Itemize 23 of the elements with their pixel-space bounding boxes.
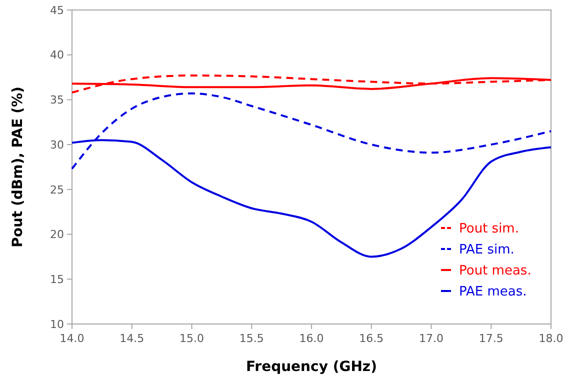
- y-tick-label: 40: [50, 48, 64, 62]
- x-tick-label: 14.5: [120, 332, 144, 345]
- y-tick-label: 35: [50, 94, 64, 107]
- x-axis-title: Frequency (GHz): [246, 359, 377, 375]
- legend-label: Pout sim.: [459, 222, 519, 237]
- y-tick-label: 25: [50, 183, 64, 196]
- x-tick-label: 16.0: [299, 332, 324, 345]
- x-tick-label: 15.0: [180, 332, 204, 345]
- y-tick-label: 20: [50, 228, 64, 242]
- x-tick-label: 14.0: [60, 332, 84, 345]
- legend-label: PAE meas.: [459, 284, 527, 300]
- y-axis-title: Pout (dBm), PAE (%): [10, 86, 26, 248]
- x-tick-label: 17.5: [478, 332, 504, 345]
- legend-label: Pout meas.: [459, 264, 532, 279]
- legend-label: PAE sim.: [459, 242, 514, 258]
- x-tick-label: 15.5: [239, 332, 264, 345]
- y-tick-label: 30: [50, 138, 64, 152]
- x-tick-label: 17.0: [419, 332, 444, 345]
- y-tick-label: 10: [50, 318, 64, 331]
- y-tick-label: 15: [50, 272, 64, 286]
- x-tick-label: 16.5: [359, 332, 384, 345]
- y-tick-label: 45: [50, 4, 64, 17]
- x-tick-label: 18.0: [538, 332, 563, 345]
